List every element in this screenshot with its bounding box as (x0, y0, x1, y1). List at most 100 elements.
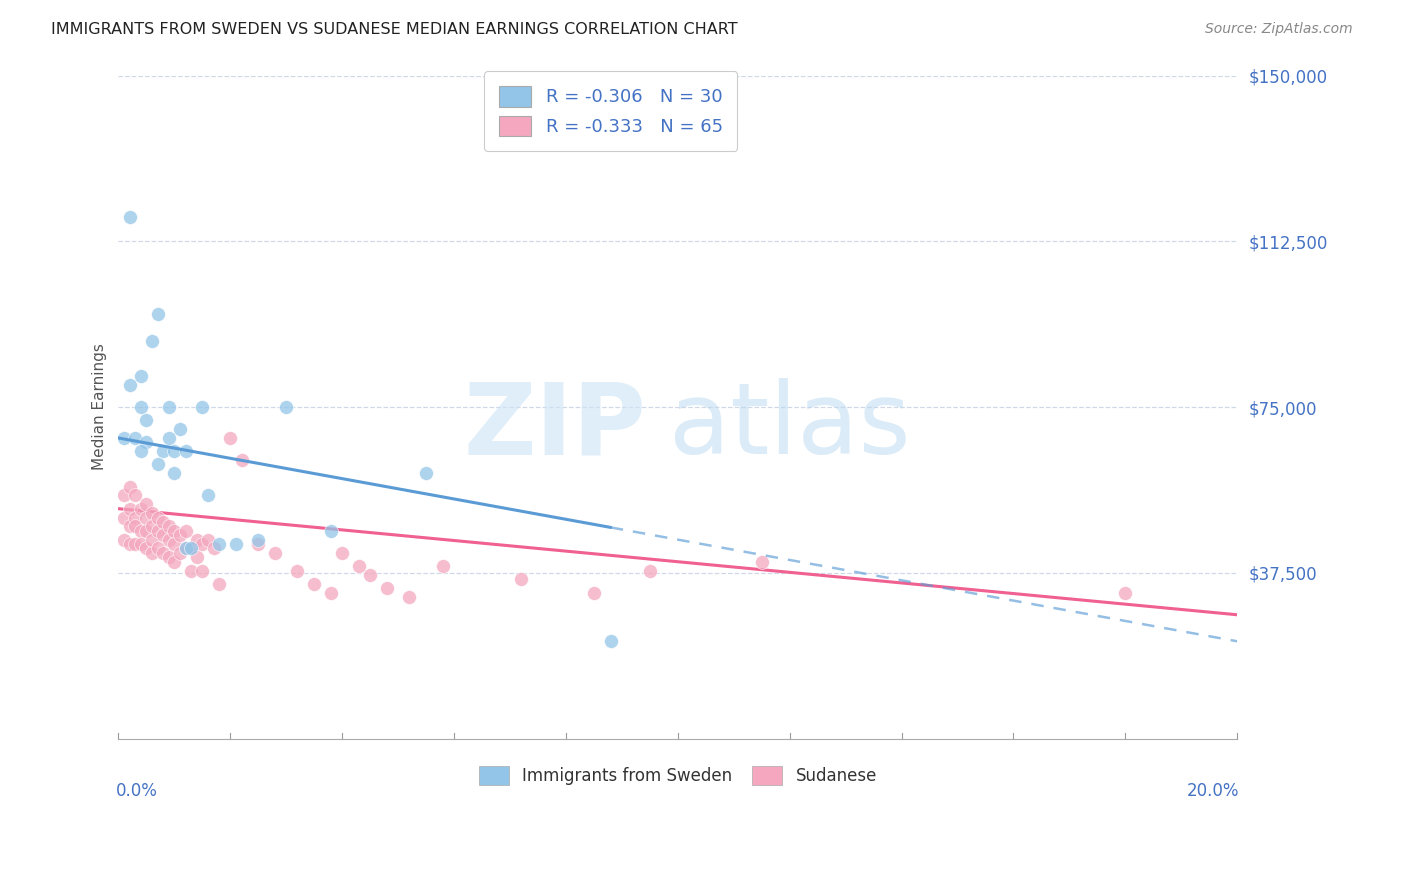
Point (180, 541, 202, 556)
Point (118, 501, 141, 516)
Point (129, 537, 152, 551)
Text: 0.0%: 0.0% (117, 781, 157, 799)
Point (287, 564, 309, 578)
Point (152, 546, 174, 560)
Point (118, 537, 141, 551)
Point (247, 533, 270, 547)
Point (112, 488, 135, 502)
Point (124, 488, 146, 502)
Point (135, 435, 157, 450)
Point (118, 210, 141, 224)
Point (359, 568, 381, 582)
Point (432, 559, 454, 574)
Legend: Immigrants from Sweden, Sudanese: Immigrants from Sweden, Sudanese (471, 757, 886, 793)
Point (174, 524, 197, 538)
Point (638, 564, 661, 578)
Point (141, 533, 163, 547)
Point (276, 400, 298, 414)
Point (141, 506, 163, 520)
Point (129, 524, 152, 538)
Point (197, 488, 219, 502)
Point (398, 590, 420, 604)
Point (124, 537, 146, 551)
Text: 20.0%: 20.0% (1187, 781, 1240, 799)
Point (174, 541, 197, 556)
Point (191, 537, 214, 551)
Point (135, 413, 157, 427)
Point (129, 369, 152, 384)
Point (112, 431, 135, 445)
Point (124, 431, 146, 445)
Point (197, 533, 219, 547)
Point (191, 564, 214, 578)
Point (146, 307, 169, 321)
Point (152, 515, 174, 529)
Point (146, 458, 169, 472)
Point (208, 577, 231, 591)
Point (141, 519, 163, 533)
Point (174, 444, 197, 458)
Point (225, 537, 247, 551)
Point (157, 533, 180, 547)
Point (163, 537, 186, 551)
Point (202, 541, 225, 556)
Point (112, 533, 135, 547)
Point (751, 555, 773, 569)
Point (330, 546, 353, 560)
Point (231, 453, 253, 467)
Point (191, 400, 214, 414)
Y-axis label: Median Earnings: Median Earnings (93, 343, 107, 470)
Point (112, 510, 135, 524)
Point (186, 550, 208, 565)
Point (157, 519, 180, 533)
Point (375, 581, 398, 595)
Point (302, 577, 325, 591)
Point (582, 585, 605, 599)
Point (141, 334, 163, 348)
Point (319, 585, 342, 599)
Point (129, 501, 152, 516)
Point (169, 546, 191, 560)
Point (264, 546, 287, 560)
Point (124, 519, 146, 533)
Point (174, 541, 197, 556)
Text: ZIP: ZIP (464, 378, 647, 475)
Point (118, 480, 141, 494)
Point (186, 533, 208, 547)
Point (141, 546, 163, 560)
Point (180, 541, 202, 556)
Point (510, 573, 533, 587)
Point (129, 444, 152, 458)
Point (118, 519, 141, 533)
Point (135, 497, 157, 511)
Point (146, 524, 169, 538)
Point (124, 510, 146, 524)
Point (157, 550, 180, 565)
Point (169, 422, 191, 436)
Point (146, 541, 169, 556)
Point (157, 400, 180, 414)
Point (319, 524, 342, 538)
Text: atlas: atlas (669, 378, 911, 475)
Point (599, 634, 621, 648)
Point (415, 467, 437, 481)
Point (146, 510, 169, 524)
Text: IMMIGRANTS FROM SWEDEN VS SUDANESE MEDIAN EARNINGS CORRELATION CHART: IMMIGRANTS FROM SWEDEN VS SUDANESE MEDIA… (51, 22, 737, 37)
Point (157, 431, 180, 445)
Point (135, 541, 157, 556)
Point (129, 400, 152, 414)
Point (135, 524, 157, 538)
Point (247, 537, 270, 551)
Point (1114, 585, 1136, 599)
Point (208, 537, 231, 551)
Point (163, 524, 186, 538)
Point (163, 555, 186, 569)
Text: Source: ZipAtlas.com: Source: ZipAtlas.com (1205, 22, 1353, 37)
Point (163, 444, 186, 458)
Point (169, 528, 191, 542)
Point (152, 528, 174, 542)
Point (118, 378, 141, 392)
Point (163, 467, 186, 481)
Point (152, 444, 174, 458)
Point (135, 510, 157, 524)
